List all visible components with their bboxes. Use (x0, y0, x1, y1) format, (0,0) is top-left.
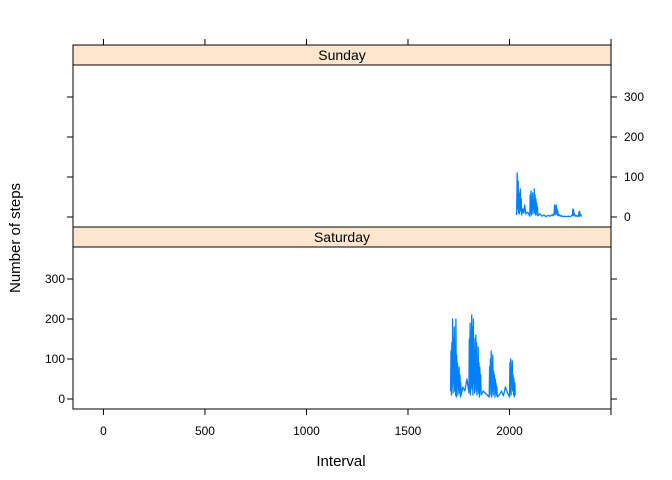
y-tick-label-sunday: 0 (624, 210, 631, 224)
x-tick-label: 500 (195, 424, 215, 438)
y-tick-label-sunday: 300 (624, 90, 644, 104)
strip-label-sunday: Sunday (318, 47, 365, 63)
y-tick-label-sunday: 200 (624, 130, 644, 144)
plot-area: Sunday 0 100 200 300 Saturday 0 100 200 300 0 500 10… (45, 39, 644, 438)
x-tick-label: 0 (100, 424, 107, 438)
strip-label-saturday: Saturday (314, 229, 370, 245)
x-tick-label: 1000 (293, 424, 320, 438)
x-tick-label: 1500 (395, 424, 422, 438)
y-tick-label-saturday: 200 (45, 312, 65, 326)
y-tick-label-saturday: 300 (45, 272, 65, 286)
x-tick-label: 2000 (496, 424, 523, 438)
series-line-saturday (449, 314, 516, 398)
y-tick-label-sunday: 100 (624, 170, 644, 184)
panel-frame-saturday (72, 246, 612, 410)
series-line-sunday (515, 172, 583, 218)
x-axis-title: Interval (316, 453, 365, 470)
y-tick-label-saturday: 100 (45, 352, 65, 366)
y-axis-title: Number of steps (7, 183, 24, 293)
y-tick-label-saturday: 0 (58, 392, 65, 406)
